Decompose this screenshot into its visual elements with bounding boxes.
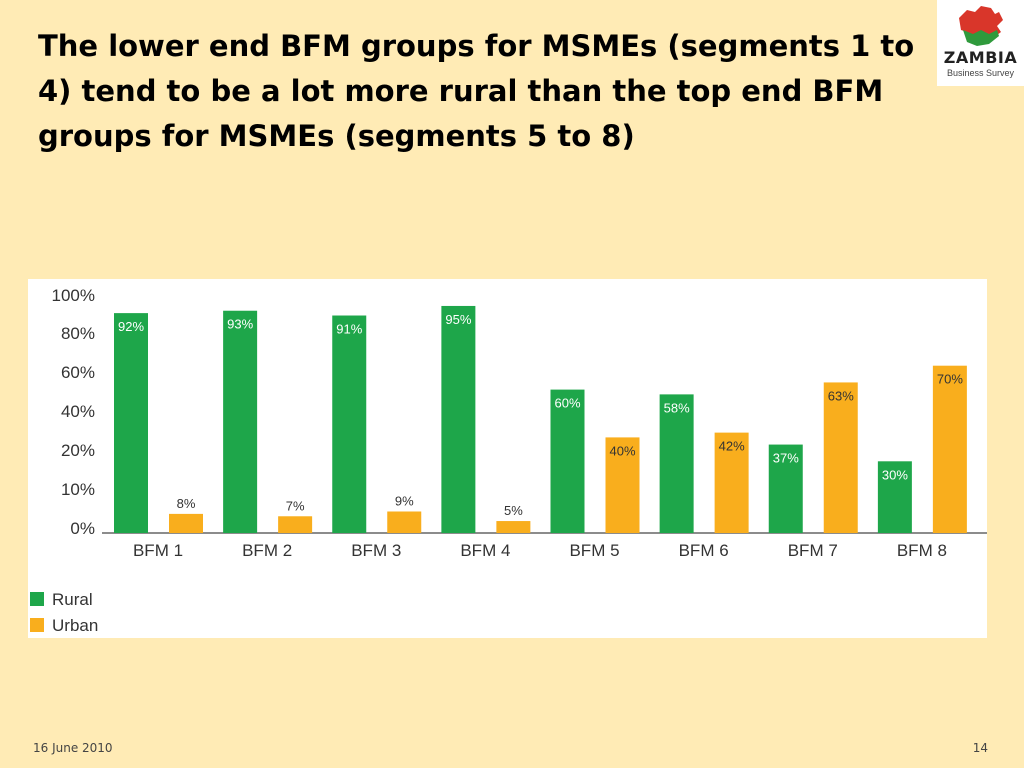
bar-chart: 100% 80% 60% 40% 20% 10% 0% 92% 8% BFM 1 93% 7% BFM …: [28, 279, 987, 638]
slide-title: The lower end BFM groups for MSMEs (segm…: [38, 29, 915, 153]
data-label-rural-1: 92%: [118, 319, 144, 334]
x-tick-label: BFM 5: [569, 541, 619, 560]
bar-urban-3: [387, 511, 422, 533]
bar-rural-4: [441, 305, 476, 533]
bar-rural-7: [768, 444, 803, 533]
data-label-urban-6: 42%: [719, 439, 745, 454]
data-label-rural-6: 58%: [664, 400, 690, 415]
bar-urban-5: [605, 437, 640, 533]
data-label-urban-5: 40%: [609, 443, 635, 458]
bar-rural-3: [332, 315, 367, 533]
legend-label-urban: Urban: [52, 616, 98, 635]
legend-swatch-urban: [30, 618, 44, 632]
bar-urban-6: [714, 432, 749, 533]
data-label-urban-2: 7%: [286, 498, 305, 513]
data-label-urban-3: 9%: [395, 493, 414, 508]
data-label-rural-7: 37%: [773, 451, 799, 466]
data-label-urban-1: 8%: [177, 496, 196, 511]
bar-rural-8: [877, 461, 912, 533]
data-label-rural-2: 93%: [227, 317, 253, 332]
chart-canvas: 100% 80% 60% 40% 20% 10% 0% 92% 8% BFM 1 93% 7% BFM …: [30, 286, 987, 635]
data-label-rural-4: 95%: [445, 312, 471, 327]
x-tick-label: BFM 4: [460, 541, 510, 560]
data-label-urban-4: 5%: [504, 503, 523, 518]
y-tick-label: 100%: [52, 286, 95, 305]
x-tick-label: BFM 2: [242, 541, 292, 560]
bar-urban-4: [496, 521, 531, 533]
y-tick-label: 40%: [61, 402, 95, 421]
bar-urban-8: [932, 365, 967, 533]
x-tick-label: BFM 8: [897, 541, 947, 560]
bar-rural-5: [550, 389, 585, 533]
bar-urban-1: [169, 513, 203, 533]
logo-subtitle: Business Survey: [946, 68, 1015, 78]
x-tick-label: BFM 7: [788, 541, 838, 560]
bar-rural-2: [223, 310, 258, 533]
zambia-business-survey-logo: ZAMBIA Business Survey: [937, 0, 1024, 86]
bar-urban-2: [278, 516, 313, 533]
y-tick-label: 0%: [70, 519, 95, 538]
zambia-map-icon: [959, 6, 1003, 46]
data-label-rural-3: 91%: [336, 322, 362, 337]
legend-swatch-rural: [30, 592, 44, 606]
x-tick-label: BFM 6: [679, 541, 729, 560]
x-tick-label: BFM 1: [133, 541, 183, 560]
data-label-rural-5: 60%: [554, 396, 580, 411]
y-tick-label: 60%: [61, 363, 95, 382]
page-number: 14: [972, 741, 988, 755]
data-label-rural-8: 30%: [882, 467, 908, 482]
y-tick-label: 20%: [61, 441, 95, 460]
logo-word: ZAMBIA: [943, 48, 1018, 67]
data-label-urban-7: 63%: [828, 388, 854, 403]
legend-label-rural: Rural: [52, 590, 93, 609]
bar-rural-6: [659, 394, 694, 533]
bar-rural-1: [114, 313, 148, 533]
y-tick-label: 80%: [61, 324, 95, 343]
data-label-urban-8: 70%: [937, 372, 963, 387]
y-tick-label: 10%: [61, 480, 95, 499]
x-tick-label: BFM 3: [351, 541, 401, 560]
bar-urban-7: [823, 382, 858, 533]
footer-date: 16 June 2010: [33, 741, 113, 755]
